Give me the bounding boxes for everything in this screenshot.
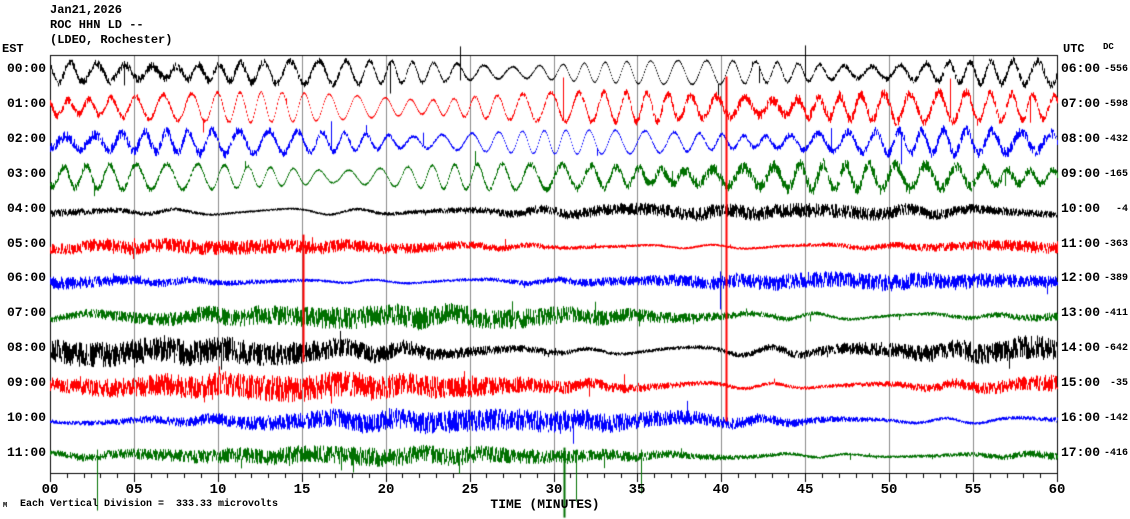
est-time-label: 05:00 xyxy=(6,236,46,251)
utc-time-label: 09:00 xyxy=(1061,166,1101,181)
x-tick-label: 45 xyxy=(796,482,814,498)
x-axis-title: TIME (MINUTES) xyxy=(490,497,600,512)
dc-offset-value: -142 xyxy=(1103,413,1128,424)
x-tick-label: 35 xyxy=(628,482,646,498)
est-time-label: 09:00 xyxy=(6,375,46,390)
utc-time-label: 17:00 xyxy=(1061,445,1101,460)
x-tick-label: 50 xyxy=(880,482,898,498)
header-station: ROC HHN LD -- xyxy=(50,18,144,32)
est-time-label: 00:00 xyxy=(6,61,46,76)
est-time-label: 02:00 xyxy=(6,131,46,146)
dc-offset-value: -35 xyxy=(1109,378,1128,389)
utc-time-label: 08:00 xyxy=(1061,131,1101,146)
dc-offset-value: -411 xyxy=(1103,308,1128,319)
utc-time-label: 12:00 xyxy=(1061,270,1101,285)
dc-offset-value: -432 xyxy=(1103,134,1128,145)
est-axis-label: EST xyxy=(2,42,24,56)
est-time-label: 01:00 xyxy=(6,96,46,111)
x-tick-label: 15 xyxy=(293,482,311,498)
utc-time-label: 06:00 xyxy=(1061,61,1101,76)
est-time-label: 03:00 xyxy=(6,166,46,181)
dc-axis-label: DC xyxy=(1103,42,1114,52)
x-tick-label: 20 xyxy=(377,482,395,498)
utc-axis-label: UTC xyxy=(1063,42,1085,56)
x-tick-label: 40 xyxy=(712,482,730,498)
dc-offset-value: -389 xyxy=(1103,273,1128,284)
header-date: Jan21,2026 xyxy=(50,3,123,17)
utc-time-label: 10:00 xyxy=(1061,201,1101,216)
est-time-label: 04:00 xyxy=(6,201,46,216)
dc-offset-value: -4 xyxy=(1115,204,1128,215)
x-tick-label: 60 xyxy=(1048,482,1066,498)
dc-offset-value: -598 xyxy=(1103,99,1128,110)
utc-time-label: 16:00 xyxy=(1061,410,1101,425)
mini-waveform-mark: M xyxy=(3,502,8,510)
est-time-label: 11:00 xyxy=(6,445,46,460)
x-tick-label: 00 xyxy=(41,482,59,498)
x-tick-label: 10 xyxy=(209,482,227,498)
est-time-label: 06:00 xyxy=(6,270,46,285)
utc-time-label: 14:00 xyxy=(1061,340,1101,355)
dc-offset-value: -363 xyxy=(1103,239,1128,250)
x-tick-label: 25 xyxy=(461,482,479,498)
scale-note: Each Vertical Division = 333.33 microvol… xyxy=(20,499,279,510)
est-time-label: 10:00 xyxy=(6,410,46,425)
utc-time-label: 07:00 xyxy=(1061,96,1101,111)
x-tick-label: 05 xyxy=(125,482,143,498)
x-tick-label: 30 xyxy=(545,482,563,498)
utc-time-label: 11:00 xyxy=(1061,236,1101,251)
utc-time-label: 13:00 xyxy=(1061,305,1101,320)
utc-time-label: 15:00 xyxy=(1061,375,1101,390)
dc-offset-value: -165 xyxy=(1103,169,1128,180)
header-location: (LDEO, Rochester) xyxy=(50,33,173,47)
x-tick-label: 55 xyxy=(964,482,982,498)
dc-offset-value: -416 xyxy=(1103,448,1128,459)
est-time-label: 08:00 xyxy=(6,340,46,355)
dc-offset-value: -642 xyxy=(1103,343,1128,354)
dc-offset-value: -556 xyxy=(1103,64,1128,75)
est-time-label: 07:00 xyxy=(6,305,46,320)
